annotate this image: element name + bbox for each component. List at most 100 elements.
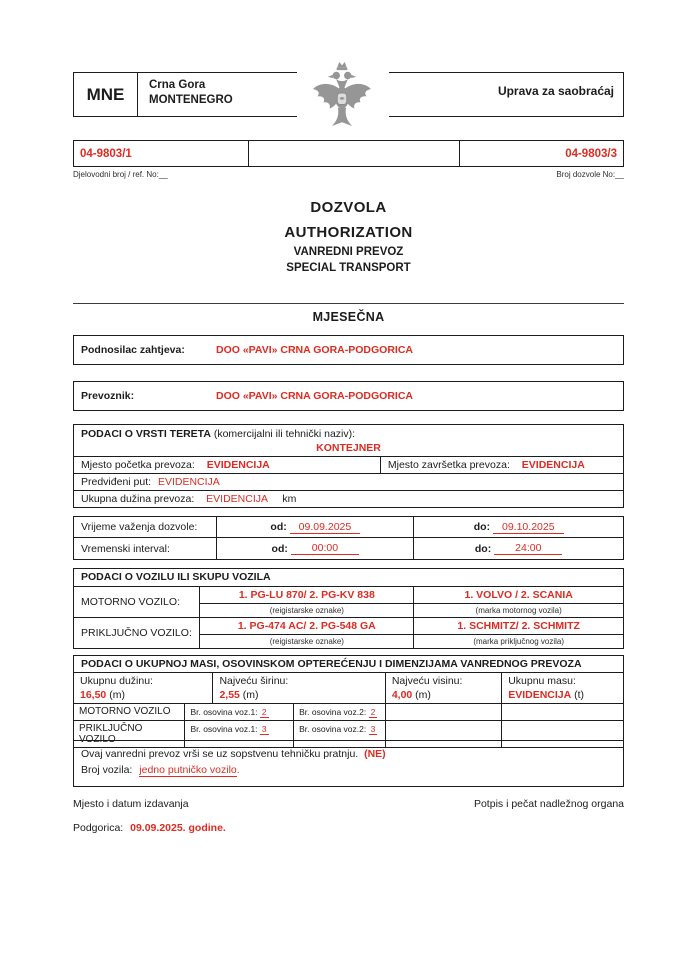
ref-number-left: 04-9803/1 (74, 141, 250, 166)
motor-vehicle-row: MOTORNO VOZILO: 1. PG-LU 870/ 2. PG-KV 8… (74, 587, 623, 618)
coat-of-arms-icon (307, 60, 377, 130)
route-row: Predviđeni put: EVIDENCIJA (74, 474, 623, 491)
vehicles-header: PODACI O VOZILU ILI SKUPU VOZILA (74, 569, 623, 587)
title-special-transport: SPECIAL TRANSPORT (286, 262, 411, 274)
length-label: Ukupnu dužinu: (80, 675, 153, 687)
motor-axles-label: MOTORNO VOZILO (74, 704, 186, 720)
interval-from-value: 00:00 (290, 542, 360, 555)
country-name: Crna Gora MONTENEGRO (138, 73, 233, 116)
distance-value: EVIDENCIJA (206, 493, 268, 505)
footer-labels: Mjesto i datum izdavanja Potpis i pečat … (73, 798, 624, 810)
distance-row: Ukupna dužina prevoza: EVIDENCIJA km (74, 491, 623, 507)
valid-to-cell: do: 09.10.2025 (414, 517, 623, 537)
document-title: DOZVOLA AUTHORIZATION VANREDNI PREVOZ SP… (73, 199, 624, 278)
applicant-label: Podnosilac zahtjeva: (81, 344, 185, 356)
applicant-box: Podnosilac zahtjeva: DOO «PAVI» CRNA GOR… (73, 335, 624, 365)
reference-number-row: 04-9803/1 04-9803/3 (73, 140, 624, 167)
applicant-value: DOO «PAVI» CRNA GORA-PODGORICA (216, 344, 413, 356)
ref-caption-left: Djelovodni broj / ref. No:__ (73, 170, 168, 179)
mass-unit: (t) (574, 689, 585, 701)
motor-plates: 1. PG-LU 870/ 2. PG-KV 838 (200, 587, 415, 603)
valid-to-value: 09.10.2025 (493, 521, 564, 534)
start-label: Mjesto početka prevoza: (81, 459, 195, 471)
end-value: EVIDENCIJA (521, 459, 585, 471)
empty-cell (386, 704, 503, 720)
trailer-axles-label: PRIKLJUČNO VOZILO (74, 721, 186, 747)
axle1-label: Br. osovina voz.1: (190, 724, 258, 734)
cargo-header-row: PODACI O VRSTI TERETA (komercijalni ili … (74, 425, 623, 457)
width-unit: (m) (242, 689, 259, 701)
motor-plates-caption: (reigistarske oznake) (200, 604, 415, 617)
motor-vehicle-cells: 1. PG-LU 870/ 2. PG-KV 838 1. VOLVO / 2.… (200, 587, 623, 617)
motor-axle1-value: 2 (259, 707, 269, 718)
escort-line2: Broj vozila: jedno putničko vozilo. (81, 764, 240, 777)
country-code: MNE (86, 84, 125, 104)
trailer-vehicle-row: PRIKLJUČNO VOZILO: 1. PG-474 AC/ 2. PG-5… (74, 618, 623, 648)
validity-row: Vrijeme važenja dozvole: od: 09.09.2025 … (74, 517, 623, 538)
height-unit: (m) (415, 689, 431, 701)
ref-number-middle (249, 141, 461, 166)
total-mass-cell: Ukupnu masu: EVIDENCIJA (t) (502, 673, 623, 703)
route-value: EVIDENCIJA (157, 476, 220, 488)
do-label: do: (474, 542, 492, 555)
vehicles-section: PODACI O VOZILU ILI SKUPU VOZILA MOTORNO… (73, 568, 624, 649)
interval-from-cell: od: 00:00 (217, 538, 415, 559)
trailer-axle1-value: 3 (259, 724, 269, 735)
trailer-axle2-value: 3 (368, 724, 378, 735)
distance-unit: km (282, 493, 297, 505)
cargo-places-row: Mjesto početka prevoza: EVIDENCIJA Mjest… (74, 457, 623, 474)
trailer-axles-row: PRIKLJUČNO VOZILO Br. osovina voz.1: 3 B… (74, 721, 623, 747)
cargo-header: PODACI O VRSTI TERETA (komercijalni ili … (81, 428, 356, 440)
cargo-name: KONTEJNER (316, 442, 381, 454)
interval-row: Vremenski interval: od: 00:00 do: 24:00 (74, 538, 623, 559)
mass-label: Ukupnu masu: (508, 675, 576, 687)
permit-period: MJESEČNA (312, 310, 385, 324)
motor-brand-caption: (marka motornog vozila) (475, 606, 562, 615)
mass-value: EVIDENCIJA (508, 689, 572, 701)
width-label: Najveću širinu: (219, 675, 289, 687)
trailer-brand-caption: (marka priključnog vozila) (473, 637, 565, 646)
axle2-label: Br. osovina voz.2: (299, 707, 367, 717)
trailer-vehicle-label: PRIKLJUČNO VOZILO: (74, 618, 201, 648)
empty-cell (386, 721, 503, 747)
motor-brand: 1. VOLVO / 2. SCANIA (464, 589, 573, 601)
max-height-cell: Najveću visinu: 4,00 (m) (386, 673, 503, 703)
route-label: Predviđeni put: (81, 476, 152, 488)
reference-captions: Djelovodni broj / ref. No:__ Broj dozvol… (73, 170, 624, 179)
ref-caption-right: Broj dozvole No:__ (556, 170, 624, 179)
dimensions-values-row: Ukupnu dužinu: 16,50 (m) Najveću širinu:… (74, 673, 623, 704)
escort-line1: Ovaj vanredni prevoz vrši se uz sopstven… (81, 748, 386, 760)
escort-answer: (NE) (364, 748, 386, 760)
length-value: 16,50 (80, 689, 107, 701)
total-length-cell: Ukupnu dužinu: 16,50 (m) (74, 673, 214, 703)
issuing-authority: Uprava za saobraćaj (497, 84, 614, 98)
validity-label: Vrijeme važenja dozvole: (74, 517, 218, 537)
height-label: Najveću visinu: (391, 675, 463, 687)
title-authorization: AUTHORIZATION (284, 224, 413, 241)
od-label: od: (271, 542, 288, 555)
trailer-plates: 1. PG-474 AC/ 2. PG-548 GA (200, 618, 415, 634)
trailer-plates-caption: (reigistarske oznake) (200, 635, 415, 648)
carrier-box: Prevoznik: DOO «PAVI» CRNA GORA-PODGORIC… (73, 381, 624, 411)
motor-vehicle-label: MOTORNO VOZILO: (74, 587, 201, 617)
title-dozvola: DOZVOLA (310, 199, 387, 216)
signature-label: Potpis i pečat nadležnog organa (473, 798, 624, 810)
issue-place-date: Podgorica: 09.09.2025. godine. (73, 822, 624, 834)
interval-to-value: 24:00 (494, 542, 563, 555)
escort-vehicle-count: jedno putničko vozilo (139, 764, 237, 777)
place-label: Podgorica: (73, 822, 124, 834)
motor-axles-row: MOTORNO VOZILO Br. osovina voz.1: 2 Br. … (74, 704, 623, 721)
transport-end-cell: Mjesto završetka prevoza: EVIDENCIJA (381, 457, 623, 473)
country-code-cell: MNE (74, 73, 138, 116)
trailer-brand: 1. SCHMITZ/ 2. SCHMITZ (457, 620, 580, 632)
validity-section: Vrijeme važenja dozvole: od: 09.09.2025 … (73, 516, 624, 560)
issue-date: 09.09.2025. godine. (130, 822, 226, 834)
escort-section: Ovaj vanredni prevoz vrši se uz sopstven… (73, 740, 624, 787)
dimensions-section: PODACI O UKUPNOJ MASI, OSOVINSKOM OPTERE… (73, 655, 624, 748)
permit-number-right: 04-9803/3 (565, 147, 617, 160)
country-name-english: MONTENEGRO (149, 93, 233, 106)
end-label: Mjesto završetka prevoza: (387, 459, 510, 471)
interval-label: Vremenski interval: (74, 538, 218, 559)
valid-from-value: 09.09.2025 (289, 521, 361, 534)
